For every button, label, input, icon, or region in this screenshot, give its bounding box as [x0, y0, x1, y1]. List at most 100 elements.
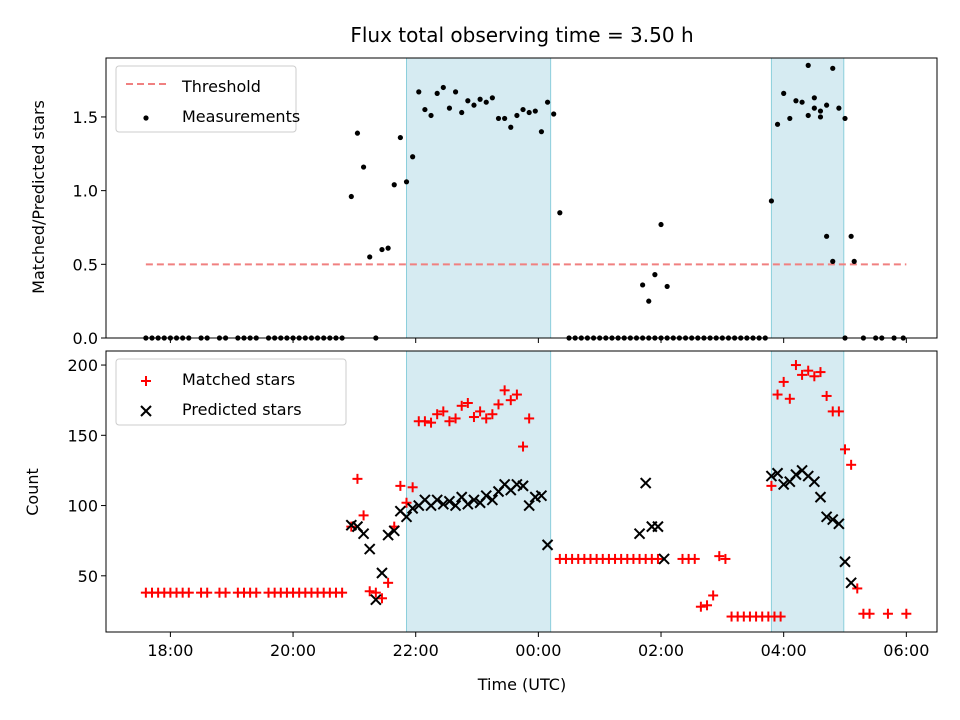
matched-star-point	[407, 482, 418, 493]
matched-star-point	[183, 587, 194, 598]
matched-star-point	[840, 444, 851, 455]
predicted-star-point	[406, 502, 419, 515]
legend: Matched stars Predicted stars	[115, 358, 347, 426]
measurement-point	[465, 98, 471, 104]
measurement-point	[520, 106, 526, 113]
matched-star-point	[202, 587, 213, 598]
measurement-point	[811, 95, 817, 101]
predicted-star-point	[388, 525, 400, 537]
measurement-point	[452, 89, 459, 95]
plot-frame	[105, 57, 938, 339]
matched-star-point	[462, 397, 473, 408]
measurement-point	[781, 90, 787, 96]
measurement-point	[459, 109, 465, 116]
y-tick-label: 100	[67, 497, 98, 516]
matched-star-point	[689, 553, 700, 564]
legend-predicted-swatch	[140, 405, 152, 417]
y-tick-label: 50	[78, 567, 98, 586]
predicted-star-point	[833, 518, 845, 530]
matched-star-point	[370, 587, 381, 598]
measurement-point	[557, 210, 563, 216]
measurement-point	[489, 95, 495, 101]
x-tick-label: 06:00	[883, 641, 929, 660]
y-tick-label: 150	[67, 426, 98, 445]
measurement-point	[658, 221, 664, 228]
top-y-axis-label: Matched/Predicted stars	[29, 100, 48, 294]
matched-star-point	[468, 412, 479, 423]
matched-star-point	[778, 376, 789, 387]
x-tick-label: 04:00	[761, 641, 807, 660]
measurement-point	[379, 246, 385, 253]
legend-label: Matched stars	[182, 370, 295, 389]
y-tick-label: 200	[67, 356, 98, 375]
matched-star-point	[352, 473, 363, 484]
measurement-point	[640, 282, 646, 288]
measurement-point	[440, 84, 446, 91]
matched-star-point	[426, 417, 437, 428]
predicted-star-point	[462, 498, 474, 510]
x-tick-label: 18:00	[147, 641, 193, 660]
matched-star-point	[652, 553, 663, 564]
matched-star-point	[846, 459, 857, 470]
predicted-star-point	[839, 556, 851, 568]
predicted-star-point	[535, 490, 548, 502]
y-tick-label: 0.0	[73, 329, 98, 348]
top-panel: 0.0 0.5 1.0 1.5 Threshold Measurements	[73, 57, 938, 348]
predicted-star-point	[400, 511, 413, 523]
matched-star-point	[809, 371, 820, 382]
predicted-star-point	[652, 520, 664, 533]
measurement-point	[799, 99, 805, 105]
predicted-star-point	[771, 467, 784, 479]
measurement-point	[830, 258, 836, 264]
measurement-point	[805, 112, 811, 119]
x-axis-label: Time (UTC)	[477, 675, 566, 694]
predicted-star-point	[827, 513, 839, 526]
matched-star-point	[487, 409, 498, 420]
matched-star-point	[803, 365, 814, 376]
x-tick-label: 20:00	[270, 641, 316, 660]
matched-star-point	[518, 441, 529, 452]
x-tick-label: 02:00	[638, 641, 684, 660]
measurement-point	[434, 90, 440, 96]
measurement-point	[416, 89, 422, 95]
matched-star-point	[358, 510, 369, 521]
measurement-point	[824, 102, 830, 108]
measurement-point	[774, 121, 781, 127]
bottom-panel: 50 100 150 200 18:00 20:00 22:00 00:00 02:00 04:0…	[67, 350, 938, 660]
matched-star-point	[766, 480, 777, 491]
matched-star-point	[901, 608, 912, 619]
measurement-point	[428, 112, 434, 119]
shaded-interval	[770, 57, 845, 339]
predicted-star-point	[443, 495, 456, 508]
measurement-point	[532, 108, 538, 114]
measurement-point	[354, 130, 361, 136]
legend: Threshold Measurements	[115, 65, 300, 133]
matched-star-point	[511, 389, 522, 400]
shaded-interval	[406, 57, 552, 339]
measurement-point	[367, 254, 373, 260]
measurement-point	[805, 62, 811, 68]
matched-star-point	[337, 587, 348, 598]
matched-star-point	[833, 406, 844, 417]
matched-star-point	[444, 416, 455, 427]
predicted-star-point	[777, 478, 790, 491]
measurement-point	[646, 298, 652, 304]
matched-star-point	[401, 497, 412, 508]
matched-star-point	[821, 390, 832, 401]
predicted-star-point	[437, 498, 450, 510]
matched-star-point	[815, 367, 826, 378]
measurement-point	[787, 115, 793, 122]
matched-star-point	[475, 406, 486, 417]
predicted-star-point	[639, 477, 652, 489]
measurement-point	[768, 198, 775, 204]
matched-star-point	[784, 393, 795, 404]
matched-star-point	[524, 413, 535, 424]
legend-box	[115, 65, 297, 133]
measurement-point	[538, 129, 545, 135]
shaded-interval	[770, 350, 845, 633]
matched-star-point	[438, 406, 449, 417]
measurement-point	[652, 272, 658, 278]
matched-star-point	[251, 587, 262, 598]
measurement-point	[793, 98, 799, 104]
